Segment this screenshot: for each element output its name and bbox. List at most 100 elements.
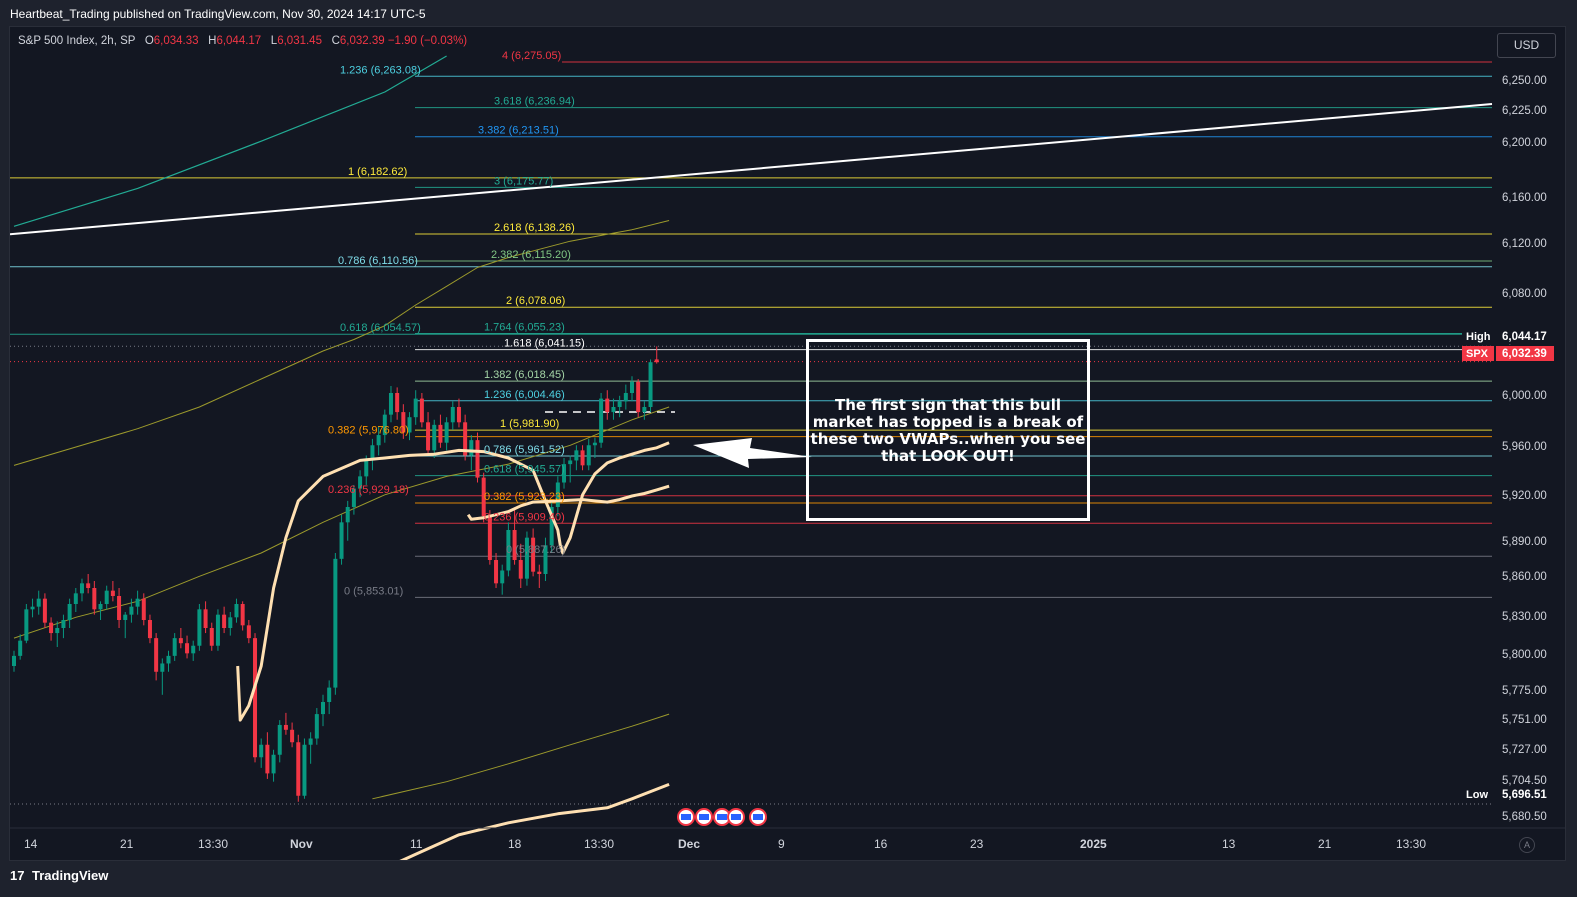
open-label: O (144, 35, 154, 47)
candle-body (79, 583, 84, 594)
y-axis-tick-label: 6,080.00 (1502, 288, 1547, 300)
tradingview-logo[interactable]: 17 TradingView (10, 868, 108, 883)
candle-body (407, 417, 412, 433)
y-axis-tick-label: 5,960.00 (1502, 441, 1547, 453)
high-label: H (208, 35, 217, 47)
candle-body (568, 460, 573, 465)
candle-body (562, 464, 567, 483)
change-value: −1.90 (−0.03%) (387, 35, 468, 47)
price-badge-label-bg (1462, 787, 1494, 802)
candle-body (382, 414, 387, 436)
y-axis-tick-label: 5,890.00 (1502, 536, 1547, 548)
close-label: C (331, 35, 340, 47)
candle-body (191, 645, 196, 654)
price-badge-label-bg (1462, 346, 1494, 361)
candle-body (339, 522, 344, 559)
fib-level-label: 0.786 (5,961.52) (484, 444, 565, 456)
candle-body (203, 609, 208, 628)
fib-level-label: 1.618 (6,041.15) (504, 338, 585, 350)
x-axis-tick-label: 21 (120, 837, 134, 851)
candle-body (605, 398, 610, 413)
x-axis-tick-label: 2025 (1080, 837, 1107, 851)
price-badge-value: 6,032.39 (1502, 348, 1547, 360)
candle-body (351, 488, 356, 507)
tradingview-logo-text: TradingView (32, 868, 109, 883)
y-axis-tick-label: 6,120.00 (1502, 238, 1547, 250)
candle-body (172, 638, 177, 656)
candle-body (246, 625, 251, 639)
candle-body (630, 381, 634, 393)
open-value: 6,034.33 (153, 35, 199, 47)
auto-scale-button[interactable]: A (1519, 837, 1535, 853)
price-badge-value: 6,044.17 (1502, 331, 1547, 343)
candle-body (623, 393, 628, 402)
fib-level-label: 0.618 (6,054.57) (340, 322, 421, 334)
fib-level-label: 0 (5,853.01) (344, 585, 403, 597)
candle-body (401, 412, 406, 433)
chart-area[interactable]: 4 (6,275.05) 1.236 (6,263.08) 3.618 (6,236… (9, 26, 1566, 861)
x-axis-tick-label: 13 (1222, 837, 1236, 851)
candle-body (110, 590, 115, 596)
candle-body (290, 729, 295, 743)
footer-bar: 17 TradingView (0, 861, 1577, 897)
x-axis-tick-label: 13:30 (584, 837, 614, 851)
candle-body (296, 742, 301, 796)
candle-body (586, 445, 591, 466)
candle-body (98, 604, 103, 610)
candle-body (55, 628, 60, 634)
fib-level-label: 1.236 (6,263.08) (340, 64, 421, 76)
teal-channel-line (13, 55, 447, 227)
candle-body (642, 407, 647, 413)
candle-body (345, 507, 350, 523)
candle-body (438, 424, 443, 443)
candle-body (524, 537, 529, 579)
y-axis-tick-label: 6,250.00 (1502, 75, 1547, 87)
candle-body (327, 687, 332, 702)
candle-body (549, 507, 554, 546)
x-axis-tick-label: 14 (24, 837, 38, 851)
candle-body (61, 620, 66, 628)
price-badge-label-bg (1462, 329, 1494, 344)
candle-body (531, 537, 536, 572)
symbol-info: S&P 500 Index, 2h, SP O6,034.33 H6,044.1… (18, 35, 467, 47)
symbol-name[interactable]: S&P 500 Index, 2h, SP (18, 35, 136, 47)
candle-body (154, 638, 159, 672)
price-badge-value: 5,696.51 (1502, 789, 1547, 801)
candle-body (617, 401, 622, 407)
fib-level-label: 1.764 (6,055.23) (484, 321, 565, 333)
candle-body (30, 606, 35, 610)
fib-level-label: 0 (5,887.26) (506, 544, 565, 556)
candle-body (141, 598, 146, 620)
candle-body (259, 744, 264, 758)
price-badge-label: SPX (1466, 348, 1489, 360)
price-badge-value-bg (1496, 787, 1554, 802)
candle-body (123, 614, 128, 620)
candle-body (574, 450, 579, 461)
candle-body (321, 702, 325, 715)
candle-body (49, 622, 54, 634)
candle-body (388, 393, 393, 415)
event-flag-icon-fill (681, 814, 691, 820)
candle-body (24, 609, 29, 641)
currency-button[interactable]: USD (1497, 33, 1556, 58)
fib-level-label: 4 (6,275.05) (502, 50, 561, 62)
candle-body (432, 424, 437, 451)
channel-bottom-line (372, 713, 670, 800)
candle-body (147, 620, 152, 639)
candle-body (302, 744, 307, 796)
candle-body (18, 640, 23, 656)
x-axis-tick-label: 13:30 (198, 837, 228, 851)
candle-body (135, 598, 140, 607)
candle-body (358, 476, 363, 489)
x-axis-tick-label: 13:30 (1396, 837, 1426, 851)
candle-body (512, 530, 517, 560)
trendline (10, 103, 1493, 236)
price-chart[interactable]: 4 (6,275.05) 1.236 (6,263.08) 3.618 (6,236… (10, 27, 1565, 860)
candle-body (234, 604, 239, 618)
candle-body (444, 422, 449, 443)
y-axis-tick-label: 6,160.00 (1502, 192, 1547, 204)
fib-level-label: 0.382 (5,976.80) (328, 425, 409, 437)
candle-body (86, 583, 91, 588)
price-badge-label: Low (1466, 789, 1488, 801)
fib-level-label: 0.786 (6,110.56) (338, 255, 418, 267)
